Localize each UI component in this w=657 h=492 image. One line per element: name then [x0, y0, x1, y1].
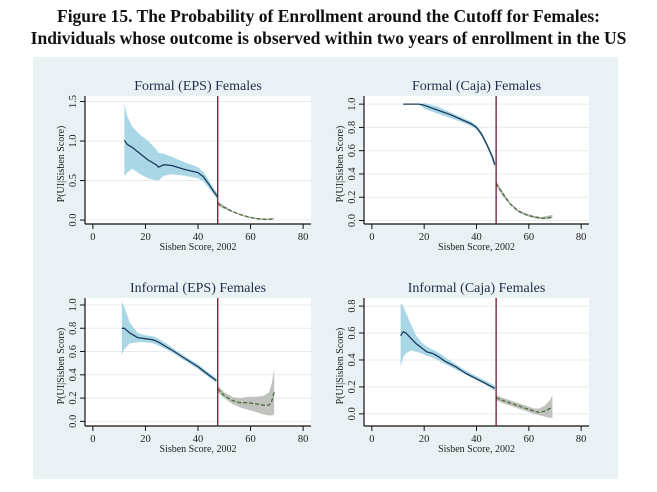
- panel-title: Formal (Caja) Females: [412, 79, 541, 94]
- left-confidence-band: [124, 103, 218, 201]
- y-tick-label: 0.8: [68, 322, 79, 335]
- panel-title: Informal (EPS) Females: [130, 281, 266, 296]
- right-fit-line: [495, 182, 553, 219]
- y-tick-label: 0.2: [347, 380, 358, 393]
- x-tick-label: 60: [524, 434, 535, 445]
- left-confidence-band: [400, 303, 495, 391]
- x-tick-label: 0: [369, 232, 374, 243]
- y-tick-label: 1.5: [68, 95, 79, 108]
- y-axis-label: P(UI|Sisben Score): [56, 126, 67, 203]
- plot-area: [85, 298, 311, 426]
- panel-title: Informal (Caja) Females: [408, 281, 546, 296]
- y-tick-label: 0.5: [68, 174, 79, 187]
- left-confidence-band: [403, 103, 495, 169]
- y-tick-label: 1.0: [347, 98, 358, 111]
- plot-area: [364, 96, 589, 224]
- x-tick-label: 40: [471, 434, 482, 445]
- x-tick-label: 60: [524, 232, 535, 243]
- plot-area: [364, 298, 589, 426]
- x-tick-label: 60: [245, 232, 256, 243]
- y-tick-label: 0.2: [68, 392, 79, 405]
- y-tick-label: 0.6: [347, 144, 358, 157]
- y-axis-label: P(UI|Sisben Score): [56, 328, 67, 405]
- y-tick-label: 0.8: [347, 300, 358, 313]
- y-tick-label: 0.6: [347, 326, 358, 339]
- x-tick-label: 40: [471, 232, 482, 243]
- y-tick-label: 0.2: [347, 191, 358, 204]
- y-tick-label: 0.4: [347, 353, 358, 367]
- panel-title: Formal (EPS) Females: [134, 79, 262, 94]
- x-tick-label: 0: [90, 434, 95, 445]
- x-tick-label: 80: [298, 434, 309, 445]
- right-fit-line: [217, 202, 275, 220]
- chart-panel-informal-eps: Informal (EPS) Females 0.0 0.2 0.4 0.6 0.8 1.0…: [56, 281, 311, 455]
- right-confidence-band: [217, 369, 275, 416]
- y-tick-label: 0.0: [68, 213, 79, 226]
- chart-panel-informal-caja: Informal (Caja) Females 0.0 0.2 0.4 0.6 0.8 0 2…: [335, 281, 589, 455]
- x-tick-label: 0: [90, 232, 95, 243]
- x-axis-label: Sisben Score, 2002: [438, 242, 515, 253]
- x-tick-label: 20: [419, 232, 430, 243]
- figure-title-line-1: Figure 15. The Probability of Enrollment…: [57, 6, 600, 26]
- y-tick-label: 1.0: [68, 134, 79, 147]
- y-tick-label: 0.0: [68, 415, 79, 428]
- x-tick-label: 80: [576, 434, 587, 445]
- x-tick-label: 20: [140, 232, 151, 243]
- left-fit-line: [123, 139, 219, 198]
- y-axis-label: P(UI|Sisben Score): [335, 126, 346, 203]
- x-tick-label: 20: [140, 434, 151, 445]
- chart-panel-formal-caja: Formal (Caja) Females 0.0 0.2 0.4 0.6 0.8 1.0 0…: [335, 79, 589, 253]
- x-tick-label: 20: [419, 434, 430, 445]
- x-tick-label: 60: [245, 434, 256, 445]
- figure-title-line-2: Individuals whose outcome is observed wi…: [30, 28, 627, 48]
- x-axis-label: Sisben Score, 2002: [160, 242, 237, 253]
- y-tick-label: 0.6: [68, 345, 79, 358]
- y-axis-label: P(UI|Sisben Score): [335, 328, 346, 405]
- y-tick-label: 0.4: [68, 367, 79, 381]
- x-tick-label: 80: [298, 232, 309, 243]
- left-fit-line: [403, 103, 496, 165]
- y-tick-label: 0.0: [347, 214, 358, 227]
- y-tick-label: 0.4: [347, 167, 358, 181]
- x-axis-label: Sisben Score, 2002: [438, 444, 515, 455]
- x-tick-label: 80: [576, 232, 587, 243]
- right-fit-line: [217, 388, 275, 406]
- left-fit-line: [400, 331, 496, 389]
- x-tick-label: 0: [369, 434, 374, 445]
- left-fit-line: [121, 327, 217, 382]
- right-fit-line: [495, 397, 553, 414]
- y-tick-label: 0.0: [347, 407, 358, 420]
- x-axis-label: Sisben Score, 2002: [160, 444, 237, 455]
- chart-panel-formal-eps: Formal (EPS) Females 0.0 0.5 1.0 1.5 0 20 40 60 8…: [56, 79, 311, 253]
- plot-area: [85, 96, 311, 224]
- y-tick-label: 1.0: [68, 298, 79, 311]
- x-tick-label: 40: [193, 434, 204, 445]
- y-tick-label: 0.8: [347, 121, 358, 134]
- x-tick-label: 40: [193, 232, 204, 243]
- left-confidence-band: [121, 301, 217, 383]
